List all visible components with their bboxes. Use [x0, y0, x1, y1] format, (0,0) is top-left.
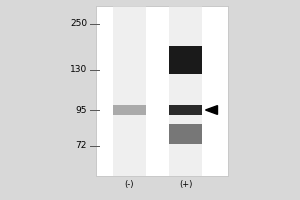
Bar — [112, 105, 146, 115]
Bar — [96, 6, 228, 176]
Text: 72: 72 — [76, 142, 87, 150]
Bar — [169, 105, 202, 115]
Text: 95: 95 — [76, 106, 87, 114]
Text: 130: 130 — [70, 66, 87, 74]
Bar — [112, 6, 146, 176]
Text: 250: 250 — [70, 20, 87, 28]
Text: 2: 2 — [183, 0, 189, 2]
Text: (-): (-) — [124, 180, 134, 189]
Bar — [169, 6, 202, 176]
Bar — [169, 46, 202, 74]
Bar — [169, 124, 202, 144]
Polygon shape — [206, 106, 218, 114]
Text: (+): (+) — [179, 180, 193, 189]
Text: 1: 1 — [126, 0, 132, 2]
